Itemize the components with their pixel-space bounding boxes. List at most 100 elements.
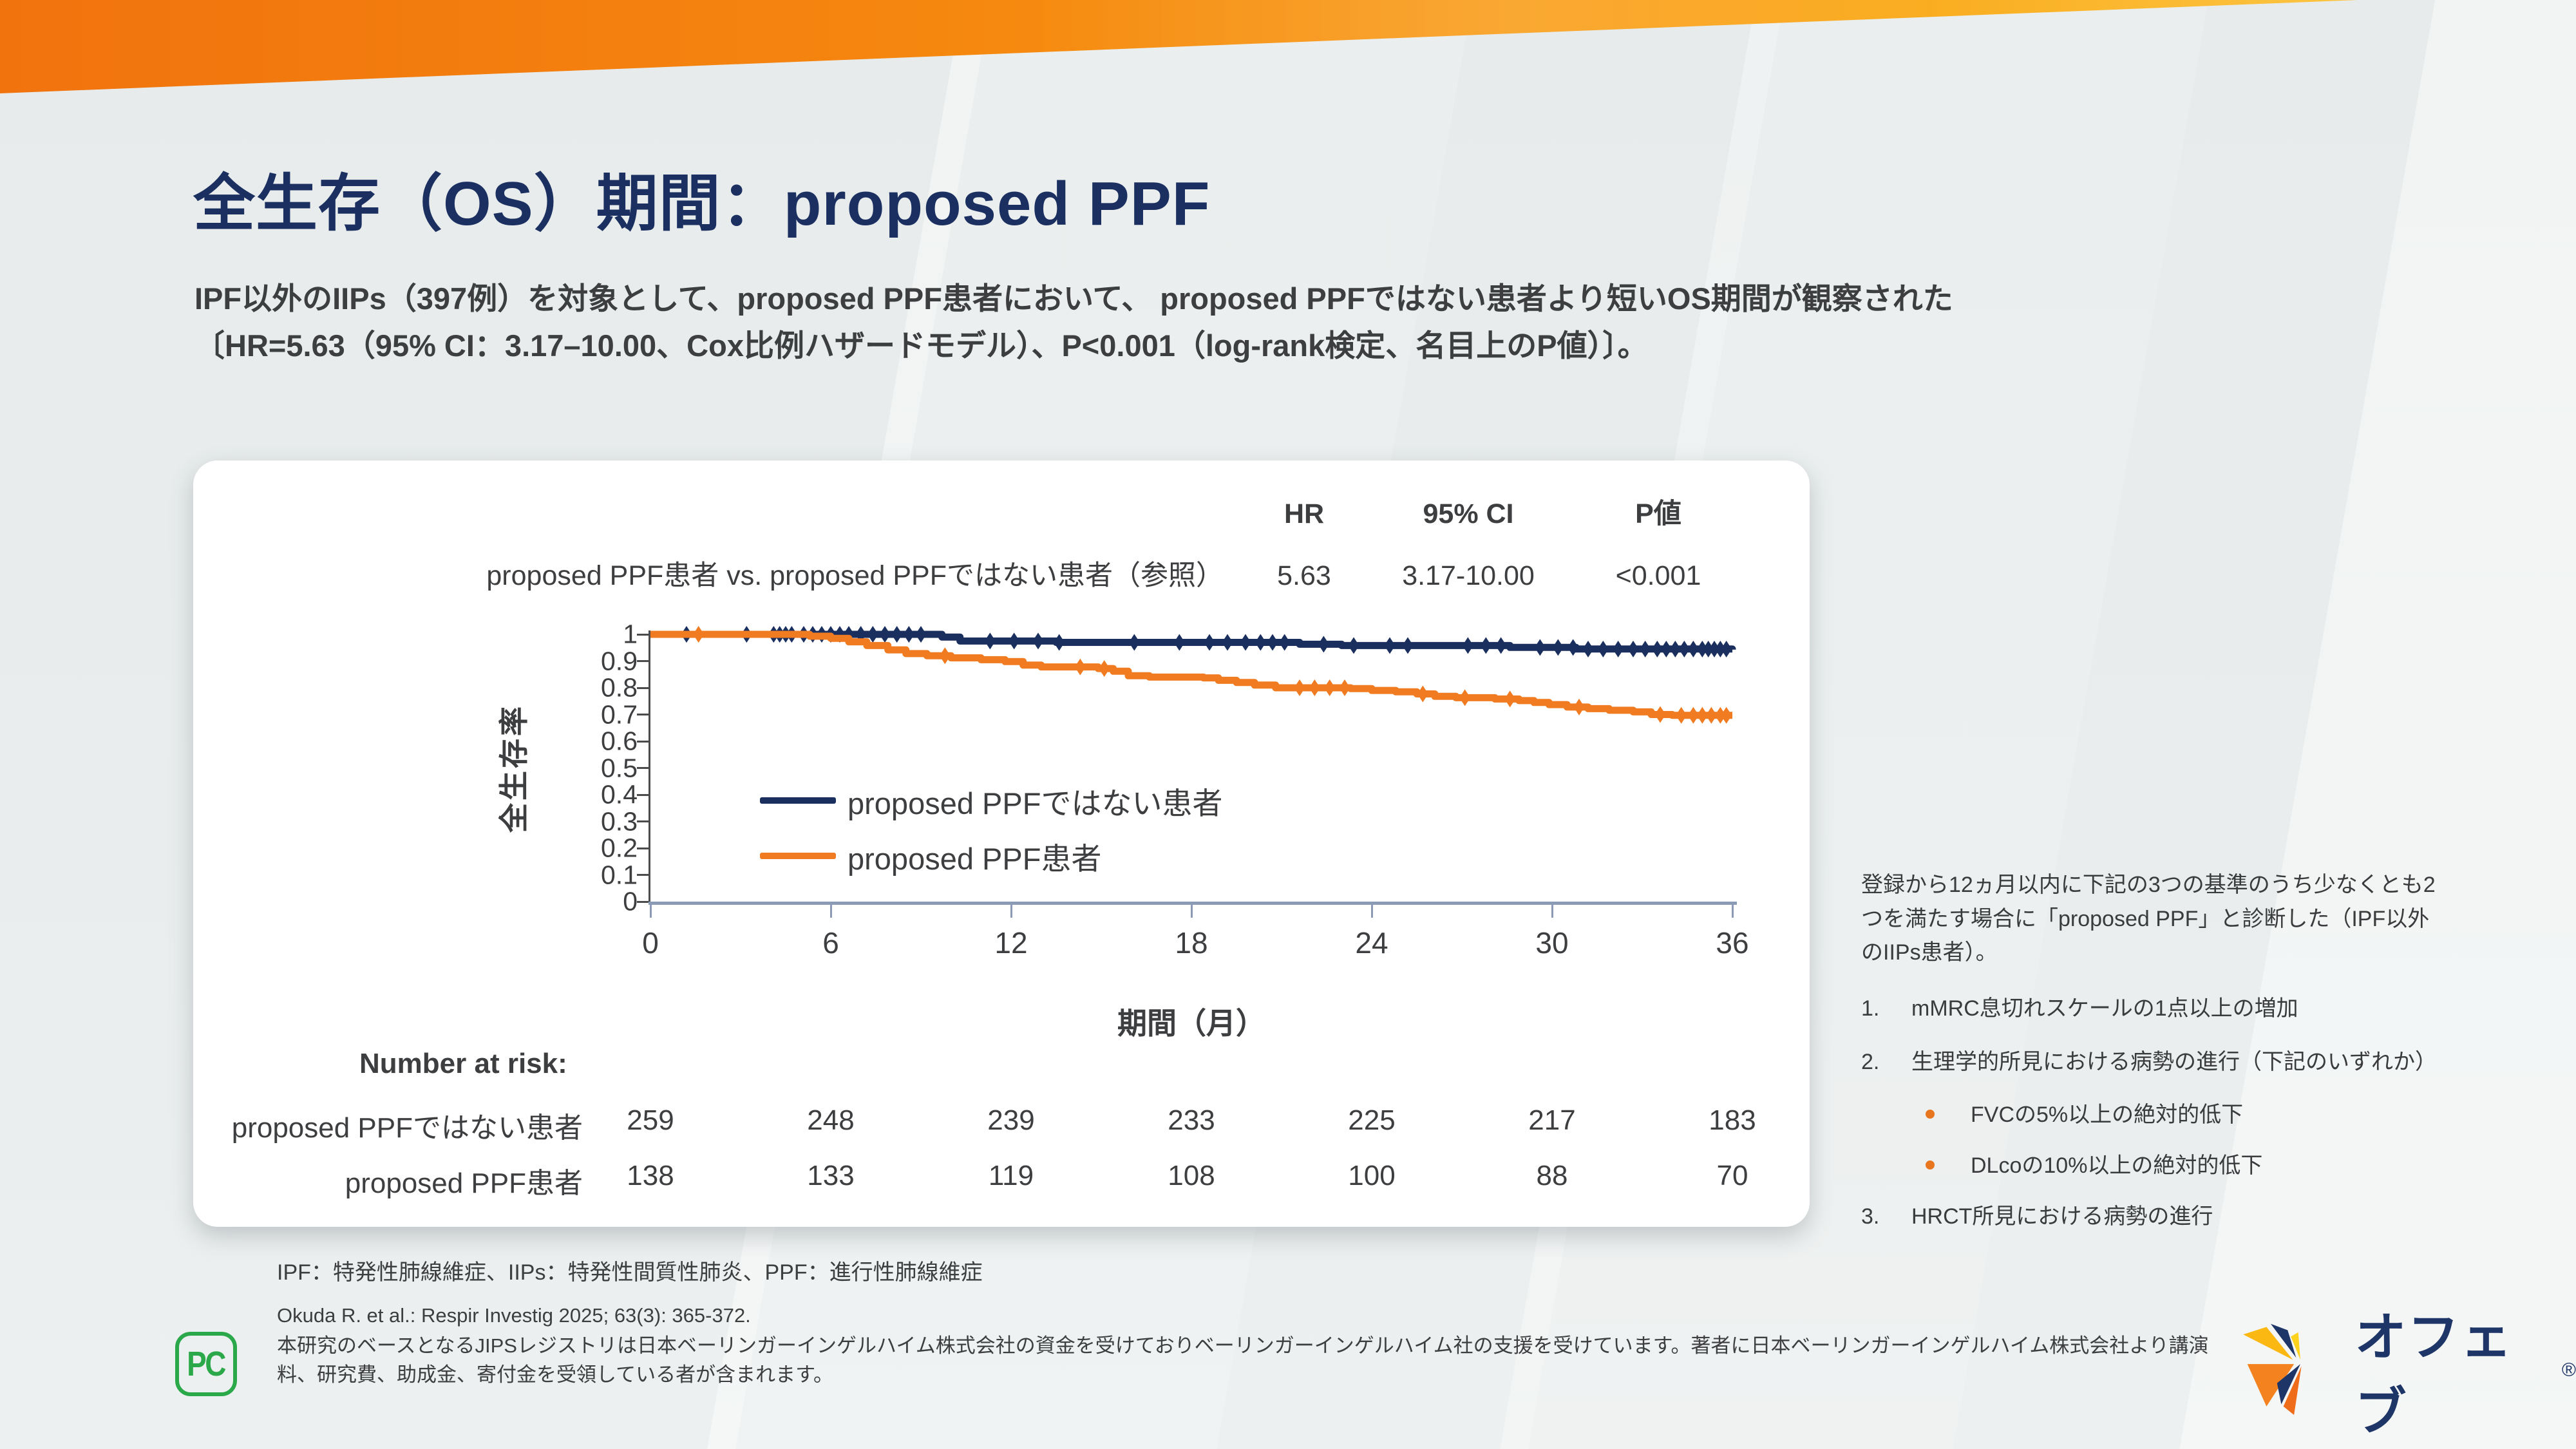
subtitle-line-1: IPF以外のIIPs（397例）を対象として、proposed PPF患者におい… — [194, 281, 1953, 316]
risk-row-label: proposed PPFではない患者 — [231, 1112, 583, 1144]
censor-mark — [1640, 640, 1651, 658]
x-tick-label: 36 — [1716, 926, 1749, 960]
criteria-item-number: 2. — [1861, 1049, 1880, 1074]
ofev-logo: オフェブ ® — [2235, 1296, 2576, 1445]
criteria-panel: 登録から12ヵ月以内に下記の3つの基準のうち少なくとも2つを満たす場合に「pro… — [1861, 868, 2441, 1253]
y-tick-mark — [637, 740, 649, 743]
stats-header-hr: HR — [1283, 498, 1325, 529]
x-tick-label: 0 — [642, 926, 659, 960]
censor-mark — [1696, 706, 1708, 724]
censor-mark — [1294, 679, 1305, 696]
x-tick-mark — [1010, 905, 1012, 918]
criteria-item-text: 生理学的所見における病勢の進行（下記のいずれか） — [1911, 1049, 2437, 1074]
y-tick-mark — [637, 874, 649, 876]
km-plot: 全生存率 0 0.1 0.2 0.3 0.4 0.5 0.6 0.7 0.8 0.9 1 0 6 12 1… — [497, 620, 1749, 960]
legend: proposed PPFではない患者 proposed PPF患者 — [760, 781, 1222, 892]
footnote-funding: 本研究のベースとなるJIPSレジストリは日本ベーリンガーインゲルハイム株式会社の… — [277, 1334, 2209, 1386]
registered-mark: ® — [2561, 1359, 2576, 1381]
censor-mark — [1721, 640, 1732, 658]
number-at-risk-row: proposed PPF患者 138 133 119 108 100 88 70 — [193, 1160, 1810, 1199]
y-tick-label: 0.8 — [601, 672, 638, 703]
censor-mark — [1222, 634, 1233, 651]
subtitle-line-2: 〔HR=5.63（95% CI：3.17–10.00、Cox比例ハザードモデル）… — [194, 328, 1648, 363]
hazard-ratio-header-row: HR 95% CI P値 — [193, 491, 1739, 531]
censor-mark — [1462, 637, 1473, 654]
risk-count: 70 — [1716, 1160, 1748, 1191]
x-tick-mark — [1551, 905, 1553, 918]
censor-mark — [1651, 640, 1663, 658]
number-at-risk-row: proposed PPFではない患者 259 248 239 233 225 217 183 — [193, 1104, 1810, 1144]
criteria-intro: 登録から12ヵ月以内に下記の3つの基準のうち少なくとも2つを満たす場合に「pro… — [1861, 873, 2436, 965]
y-tick-label: 0.4 — [601, 779, 638, 810]
censor-mark — [984, 632, 996, 650]
risk-count: 88 — [1536, 1160, 1568, 1191]
censor-mark — [1705, 706, 1717, 724]
y-tick-mark — [637, 820, 649, 822]
ofev-arrow-icon — [2243, 1323, 2302, 1416]
criteria-item: 1. mMRC息切れスケールの1点以上の増加 — [1861, 992, 2441, 1026]
x-tick-label: 18 — [1175, 926, 1208, 960]
censor-mark — [1459, 689, 1471, 706]
y-tick-label: 0.9 — [601, 646, 638, 676]
x-tick-mark — [829, 905, 832, 918]
hazard-ratio-table: HR 95% CI P値 proposed PPF患者 vs. proposed… — [193, 491, 1739, 615]
censor-mark — [1480, 637, 1492, 654]
risk-count: 248 — [807, 1104, 855, 1136]
censor-mark — [1384, 637, 1396, 654]
risk-count: 225 — [1348, 1104, 1396, 1136]
y-tick-label: 0.3 — [601, 806, 638, 836]
y-axis-title: 全生存率 — [497, 703, 531, 833]
censor-mark — [867, 626, 878, 643]
x-tick-label: 6 — [822, 926, 839, 960]
censor-mark — [1567, 639, 1579, 656]
censor-mark — [891, 626, 903, 643]
censor-mark — [1703, 640, 1714, 658]
censor-mark — [1054, 634, 1065, 651]
censor-mark — [1709, 640, 1720, 658]
x-tick-mark — [1731, 905, 1734, 918]
legend-swatch — [760, 853, 836, 859]
bullet-icon — [1926, 1110, 1935, 1119]
y-tick-mark — [637, 660, 649, 662]
stats-p-value: <0.001 — [1615, 560, 1701, 591]
censor-mark — [903, 626, 914, 643]
censor-mark — [1032, 632, 1044, 650]
censor-mark — [1240, 634, 1251, 651]
y-tick-mark — [637, 767, 649, 769]
x-tick-label: 12 — [994, 926, 1028, 960]
bullet-icon — [1926, 1160, 1935, 1170]
censor-mark — [1696, 640, 1708, 658]
number-at-risk-label: Number at risk: — [359, 1048, 567, 1079]
header-band — [0, 0, 2357, 93]
censor-mark — [1678, 640, 1690, 658]
x-tick-mark — [1370, 905, 1373, 918]
censor-mark — [1402, 637, 1414, 654]
risk-count: 183 — [1709, 1104, 1756, 1136]
censor-mark — [1417, 685, 1428, 703]
footnote-abbreviations: IPF：特発性肺線維症、IIPs：特発性間質性肺炎、PPF：進行性肺線維症 — [277, 1260, 983, 1285]
ofev-logo-text: オフェブ — [2354, 1309, 2514, 1441]
risk-count: 119 — [988, 1160, 1034, 1191]
hazard-ratio-data-row: proposed PPF患者 vs. proposed PPFではない患者（参照… — [193, 553, 1739, 593]
risk-row-label: proposed PPF患者 — [345, 1168, 583, 1199]
footnote-reference: Okuda R. et al.: Respir Investig 2025; 6… — [277, 1304, 751, 1327]
criteria-sub-item: DLcoの10%以上の絶対的低下 — [1919, 1149, 2441, 1183]
y-tick-label: 0.6 — [601, 726, 638, 756]
criteria-sub-text: DLcoの10%以上の絶対的低下 — [1971, 1153, 2263, 1179]
risk-count: 259 — [627, 1104, 674, 1136]
y-tick-mark — [637, 714, 649, 715]
y-tick-label: 0.2 — [601, 833, 638, 863]
censor-mark — [915, 626, 927, 643]
censor-mark — [1687, 640, 1699, 658]
censor-mark — [939, 647, 951, 665]
x-axis-title: 期間（月） — [1117, 1007, 1265, 1040]
censor-mark — [1613, 640, 1624, 658]
censor-mark — [1204, 634, 1215, 651]
censor-mark — [1348, 637, 1359, 654]
y-tick-label: 0.1 — [601, 860, 638, 889]
risk-count: 239 — [987, 1104, 1035, 1136]
censor-mark — [1504, 690, 1516, 708]
km-curve — [650, 630, 1732, 719]
criteria-list: 1. mMRC息切れスケールの1点以上の増加 2. 生理学的所見における病勢の進行（下… — [1861, 992, 2441, 1233]
